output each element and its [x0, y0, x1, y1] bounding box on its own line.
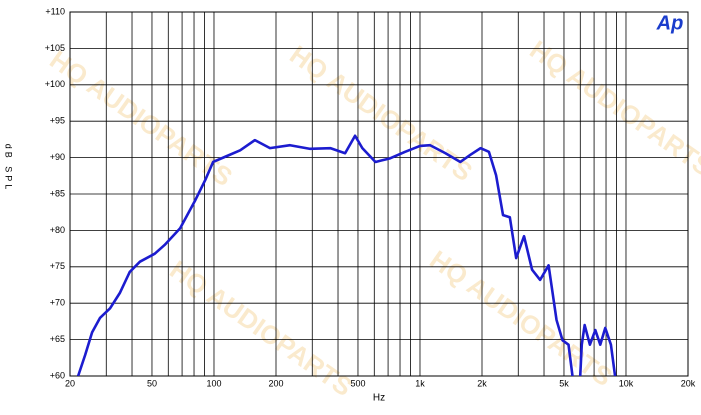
- x-tick-label: 10k: [619, 378, 634, 388]
- x-tick-label: 200: [268, 378, 283, 388]
- x-tick-label: 5k: [559, 378, 569, 388]
- x-tick-label: 20: [65, 378, 75, 388]
- watermark-layer: HQ AUDIOPARTS HQ AUDIOPARTS HQ AUDIOPARTS H…: [44, 34, 701, 402]
- y-tick-label: +65: [50, 334, 65, 344]
- y-tick-label: +95: [50, 116, 65, 126]
- y-tick-label: +75: [50, 261, 65, 271]
- x-tick-label: 100: [206, 378, 221, 388]
- y-tick-label: +90: [50, 152, 65, 162]
- response-curve: [76, 134, 617, 376]
- watermark: HQ AUDIOPARTS: [284, 39, 478, 187]
- plot-frame: [69, 11, 689, 377]
- logo: Ap: [656, 12, 684, 34]
- y-tick-label: +70: [50, 298, 65, 308]
- x-tick-label: 1k: [415, 378, 425, 388]
- watermark: HQ AUDIOPARTS: [164, 254, 358, 402]
- x-tick-label: 500: [350, 378, 365, 388]
- y-tick-label: +110: [45, 6, 65, 16]
- x-axis-label: Hz: [373, 393, 385, 404]
- x-tick-label: 20k: [681, 378, 696, 388]
- y-tick-label: +80: [50, 225, 65, 235]
- y-axis-label: dB SPL: [4, 144, 14, 193]
- grid: [69, 11, 689, 377]
- y-tick-label: +105: [45, 43, 65, 53]
- x-tick-label: 2k: [477, 378, 487, 388]
- watermark: HQ AUDIOPARTS: [524, 34, 701, 182]
- y-tick-label: +60: [50, 370, 65, 380]
- y-tick-label: +100: [45, 79, 65, 89]
- y-tick-label: +85: [50, 188, 65, 198]
- x-tick-label: 50: [147, 378, 157, 388]
